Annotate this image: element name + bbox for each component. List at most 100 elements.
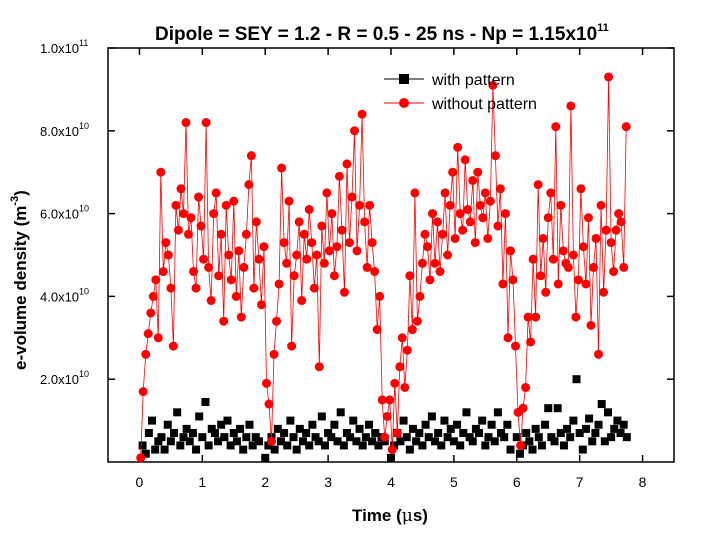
x-axis-label-mu: μ [402, 506, 413, 526]
point-with-pattern [424, 433, 433, 442]
point-without-pattern [450, 233, 460, 243]
point-without-pattern [385, 395, 395, 405]
point-without-pattern [181, 118, 191, 128]
y-tick-mantissa: 4.0x10 [40, 289, 79, 304]
point-with-pattern [236, 424, 245, 433]
point-with-pattern [493, 408, 502, 417]
point-with-pattern [138, 441, 147, 450]
point-without-pattern [573, 275, 583, 285]
point-without-pattern [264, 399, 274, 409]
point-with-pattern [248, 441, 257, 450]
point-with-pattern [600, 437, 609, 446]
point-without-pattern [523, 312, 533, 322]
x-tick-label: 2 [261, 474, 269, 490]
point-without-pattern [536, 271, 546, 281]
point-with-pattern [572, 375, 581, 384]
point-with-pattern [333, 437, 342, 446]
point-with-pattern [607, 433, 616, 442]
point-without-pattern [186, 213, 196, 223]
point-with-pattern [616, 429, 625, 438]
point-without-pattern [211, 188, 221, 198]
point-with-pattern [295, 424, 304, 433]
x-tick-label: 4 [387, 474, 395, 490]
point-without-pattern [483, 233, 493, 243]
point-with-pattern [547, 433, 556, 442]
series-with-pattern [138, 375, 631, 462]
point-without-pattern [438, 229, 448, 239]
point-without-pattern [440, 188, 450, 198]
point-without-pattern [256, 300, 266, 310]
point-with-pattern [434, 429, 443, 438]
point-without-pattern [297, 296, 307, 306]
point-with-pattern [270, 445, 279, 454]
point-with-pattern [534, 433, 543, 442]
point-with-pattern [402, 433, 411, 442]
point-without-pattern [498, 279, 508, 289]
point-with-pattern [148, 416, 157, 425]
point-with-pattern [399, 416, 408, 425]
point-with-pattern [346, 433, 355, 442]
point-without-pattern [206, 296, 216, 306]
point-with-pattern [217, 420, 226, 429]
y-axis-label: e-volume density (m-3) [9, 190, 30, 370]
point-with-pattern [327, 433, 336, 442]
point-without-pattern [352, 246, 362, 256]
point-with-pattern [387, 453, 395, 462]
point-with-pattern [459, 429, 468, 438]
point-without-pattern [402, 345, 412, 355]
y-tick-label: 4.0x1010 [40, 286, 89, 304]
y-tick-mantissa: 2.0x10 [40, 372, 79, 387]
y-tick-label: 1.0x1011 [40, 38, 88, 56]
point-with-pattern [478, 416, 487, 425]
point-without-pattern [480, 188, 490, 198]
point-with-pattern [541, 420, 550, 429]
point-with-pattern [198, 433, 207, 442]
point-with-pattern [144, 429, 153, 438]
point-without-pattern [425, 275, 435, 285]
point-without-pattern [136, 453, 146, 463]
point-without-pattern [541, 287, 551, 297]
point-with-pattern [368, 437, 377, 446]
point-with-pattern [361, 433, 370, 442]
point-with-pattern [371, 429, 380, 438]
point-without-pattern [357, 109, 367, 119]
point-with-pattern [166, 437, 175, 446]
y-tick-label: 8.0x1010 [40, 121, 89, 139]
point-with-pattern [245, 420, 254, 429]
point-with-pattern [503, 420, 512, 429]
point-without-pattern [372, 325, 382, 335]
point-without-pattern [274, 279, 284, 289]
point-with-pattern [396, 437, 405, 446]
point-without-pattern [516, 440, 526, 450]
point-without-pattern [355, 200, 365, 210]
chart-title-main: Dipole = SEY = 1.2 - R = 0.5 - 25 ns - N… [155, 24, 597, 45]
point-without-pattern [460, 155, 470, 165]
point-with-pattern [597, 400, 606, 409]
point-with-pattern [226, 441, 235, 450]
point-without-pattern [251, 217, 261, 227]
y-tick-mantissa: 8.0x10 [40, 124, 79, 139]
point-without-pattern [493, 221, 503, 231]
point-without-pattern [518, 403, 528, 413]
point-with-pattern [157, 433, 166, 442]
point-without-pattern [581, 279, 591, 289]
point-with-pattern [176, 441, 185, 450]
point-without-pattern [611, 225, 621, 235]
point-without-pattern [548, 254, 558, 264]
point-without-pattern [591, 233, 601, 243]
point-without-pattern [209, 209, 219, 219]
point-with-pattern [563, 424, 572, 433]
point-without-pattern [219, 316, 229, 326]
x-tick-label: 1 [198, 474, 206, 490]
point-with-pattern [603, 408, 612, 417]
point-with-pattern [556, 429, 565, 438]
point-with-pattern [292, 445, 301, 454]
point-without-pattern [604, 72, 614, 82]
point-with-pattern [264, 441, 273, 450]
point-without-pattern [183, 229, 193, 239]
y-tick-exp: 10 [79, 369, 89, 379]
point-with-pattern [220, 433, 229, 442]
point-with-pattern [431, 437, 440, 446]
point-with-pattern [154, 437, 163, 446]
